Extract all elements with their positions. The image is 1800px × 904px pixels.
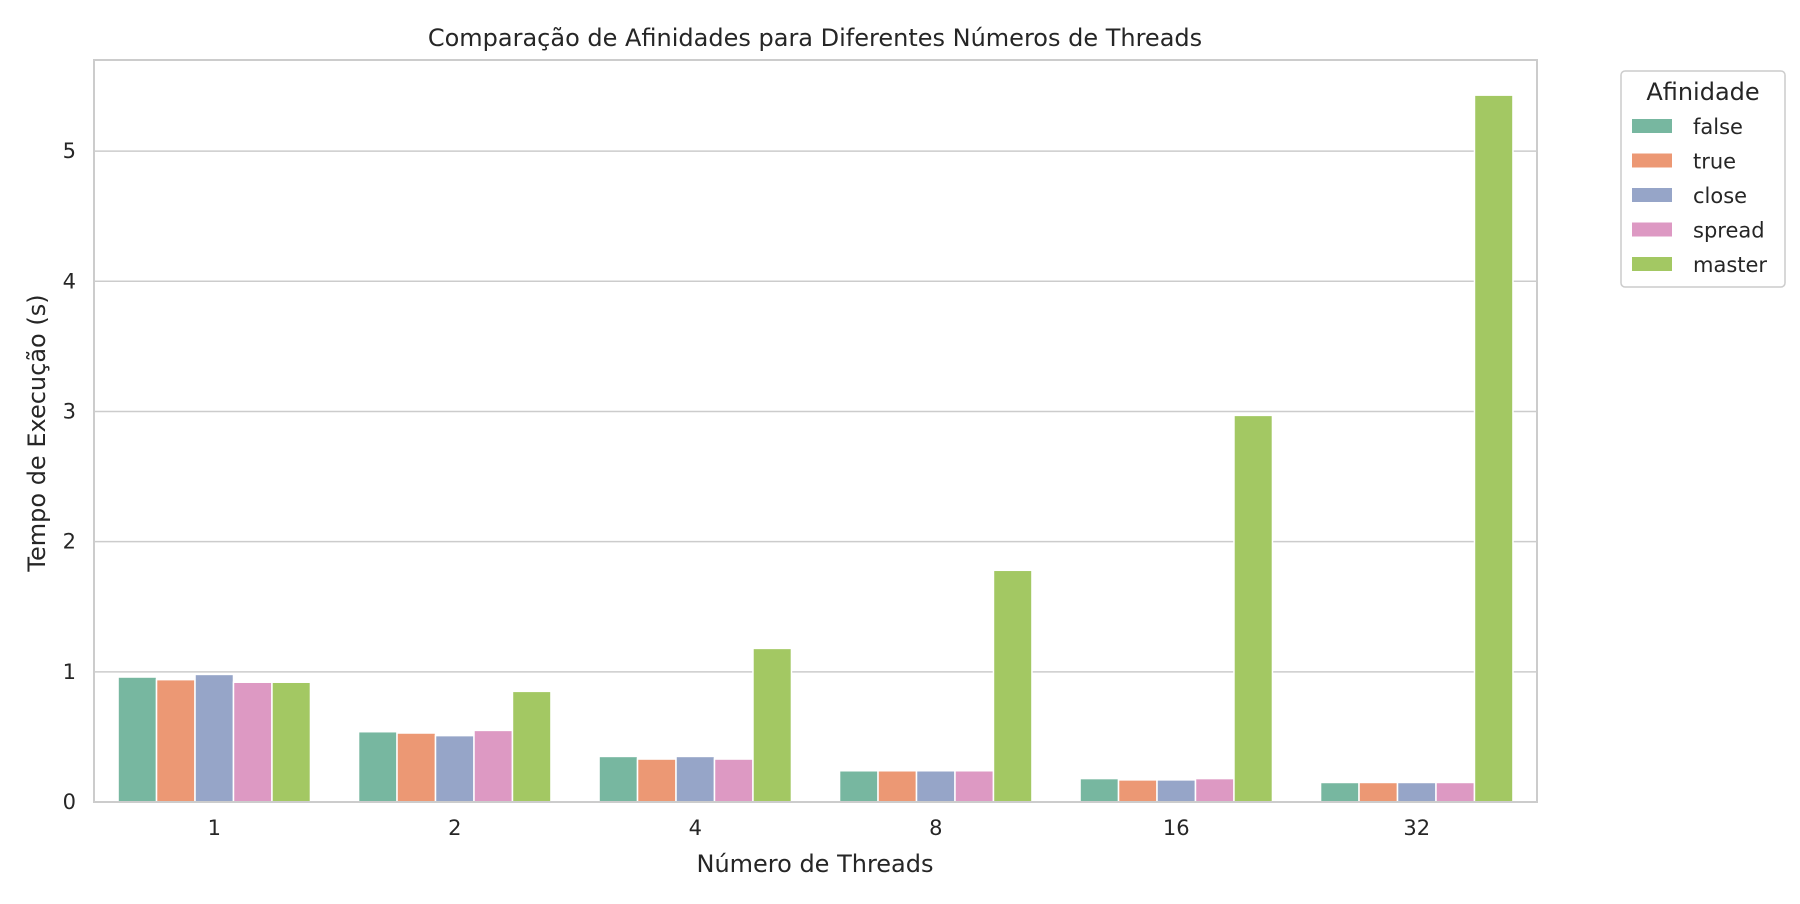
legend-swatch-close: [1632, 188, 1672, 202]
bar-master-4: [752, 647, 793, 803]
legend-swatch-true: [1632, 153, 1672, 168]
bar-close-16: [1156, 779, 1197, 803]
bar-spread-8: [954, 770, 995, 803]
legend-swatch-false: [1632, 119, 1672, 133]
x-tick-label: 16: [1163, 816, 1190, 840]
bar-true-1: [155, 678, 196, 803]
bar-close-8: [915, 770, 956, 803]
legend: Afinidade false true close spread master: [1620, 70, 1786, 288]
legend-label-true: true: [1693, 150, 1736, 174]
bar-false-8: [838, 770, 879, 803]
x-tick-label: 4: [689, 816, 702, 840]
bar-close-4: [675, 755, 716, 803]
bar-master-8: [992, 569, 1033, 803]
bar-false-1: [117, 676, 158, 803]
y-tick-label: 1: [63, 660, 76, 684]
legend-label-spread: spread: [1693, 219, 1765, 243]
legend-label-false: false: [1693, 115, 1743, 139]
y-tick-label: 5: [63, 139, 76, 163]
bar-close-1: [194, 673, 235, 803]
bar-spread-2: [473, 729, 514, 803]
legend-label-master: master: [1693, 253, 1767, 277]
bars: [117, 94, 1514, 803]
bar-false-32: [1319, 781, 1360, 803]
x-axis-label: Número de Threads: [696, 850, 933, 878]
y-tick-label: 4: [63, 269, 76, 293]
x-axis-ticks: 1 2 4 8 16 32: [208, 816, 1431, 840]
bar-false-16: [1079, 777, 1120, 803]
bar-close-32: [1396, 781, 1437, 803]
bar-spread-32: [1435, 781, 1476, 803]
legend-swatch-master: [1632, 257, 1672, 271]
legend-label-close: close: [1693, 184, 1747, 208]
bar-master-2: [511, 690, 552, 803]
bar-spread-4: [713, 758, 754, 803]
grid-lines: [94, 150, 1537, 673]
x-tick-label: 2: [448, 816, 461, 840]
y-axis-label: Tempo de Execução (s): [23, 294, 51, 572]
bar-close-2: [434, 734, 475, 803]
legend-title: Afinidade: [1646, 78, 1759, 106]
x-tick-label: 1: [208, 816, 221, 840]
bar-true-4: [636, 758, 677, 803]
bar-true-32: [1358, 781, 1399, 803]
bar-true-2: [396, 732, 437, 803]
bar-master-16: [1233, 414, 1274, 803]
bar-spread-16: [1194, 777, 1235, 803]
y-tick-label: 3: [63, 399, 76, 423]
plot-frame: [93, 59, 1538, 803]
bar-true-16: [1117, 779, 1158, 803]
y-tick-label: 2: [63, 530, 76, 554]
legend-swatch-spread: [1632, 222, 1672, 237]
x-tick-label: 8: [929, 816, 942, 840]
y-axis-ticks: 0 1 2 3 4 5: [63, 139, 76, 814]
x-tick-label: 32: [1403, 816, 1430, 840]
y-tick-label: 0: [63, 790, 76, 814]
bar-true-8: [877, 770, 918, 803]
chart-title: Comparação de Afinidades para Diferentes…: [428, 24, 1202, 52]
bar-false-2: [357, 730, 398, 803]
legend-items: false true close spread master: [1632, 115, 1767, 277]
bar-spread-1: [232, 681, 273, 803]
bar-master-1: [271, 681, 312, 803]
bar-false-4: [598, 755, 639, 803]
bar-master-32: [1473, 94, 1514, 803]
